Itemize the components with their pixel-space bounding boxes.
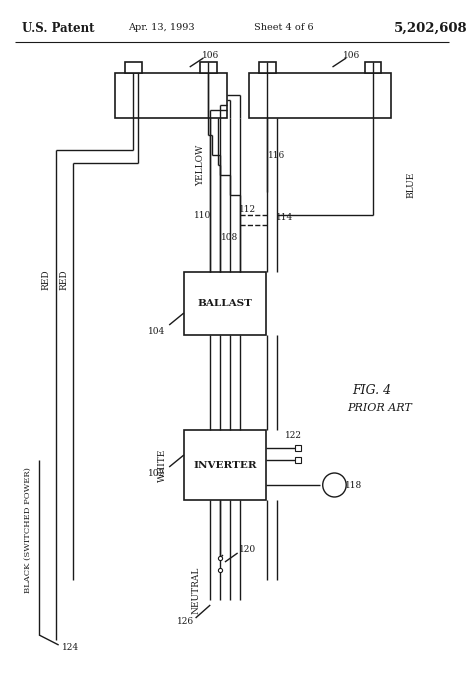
- Text: 5,202,608: 5,202,608: [393, 22, 467, 35]
- Text: NEUTRAL: NEUTRAL: [191, 567, 200, 614]
- Bar: [201, 62, 217, 73]
- Bar: [184, 430, 266, 500]
- Text: 124: 124: [62, 644, 79, 653]
- Text: WHITE: WHITE: [158, 448, 167, 482]
- Text: YELLOW: YELLOW: [196, 144, 205, 186]
- Text: 120: 120: [239, 546, 256, 555]
- Text: INVERTER: INVERTER: [193, 461, 257, 470]
- Text: FIG. 4: FIG. 4: [352, 383, 391, 397]
- Text: PRIOR ART: PRIOR ART: [347, 403, 412, 413]
- Text: Apr. 13, 1993: Apr. 13, 1993: [128, 24, 195, 33]
- Text: 114: 114: [276, 214, 293, 223]
- Text: RED: RED: [41, 269, 50, 290]
- Text: RED: RED: [59, 269, 68, 290]
- Text: 122: 122: [285, 432, 302, 441]
- Bar: [184, 272, 266, 335]
- Text: 108: 108: [221, 233, 238, 242]
- Text: 102: 102: [148, 468, 165, 477]
- Text: U.S. Patent: U.S. Patent: [21, 22, 94, 35]
- Bar: [125, 62, 142, 73]
- Bar: [259, 62, 276, 73]
- Bar: [365, 62, 382, 73]
- Text: 110: 110: [194, 210, 211, 219]
- Bar: [295, 457, 301, 463]
- Text: 118: 118: [346, 480, 363, 489]
- Text: BLUE: BLUE: [406, 172, 415, 198]
- Text: 112: 112: [239, 205, 256, 214]
- Text: 106: 106: [201, 52, 219, 61]
- Text: BALLAST: BALLAST: [198, 299, 252, 308]
- Bar: [249, 73, 391, 118]
- Bar: [115, 73, 227, 118]
- Text: 126: 126: [177, 617, 194, 626]
- Text: BLACK (SWITCHED POWER): BLACK (SWITCHED POWER): [23, 467, 31, 593]
- Text: 116: 116: [268, 150, 285, 159]
- Text: Sheet 4 of 6: Sheet 4 of 6: [254, 24, 313, 33]
- Text: 104: 104: [148, 326, 165, 335]
- Text: 106: 106: [344, 52, 361, 61]
- Bar: [295, 445, 301, 451]
